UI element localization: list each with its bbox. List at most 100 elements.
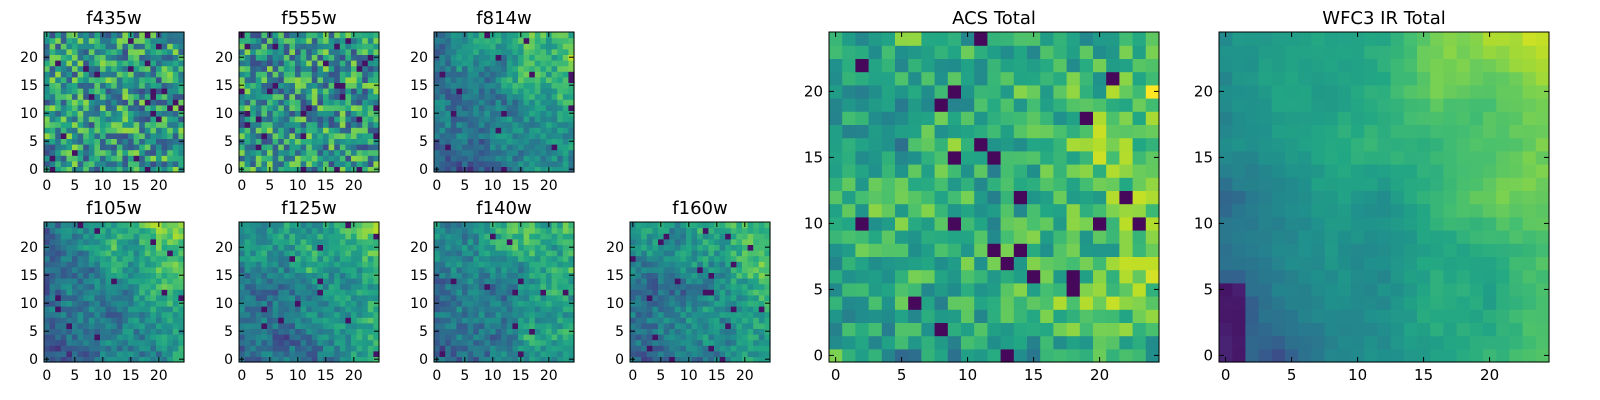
heatmap-cell — [122, 88, 129, 95]
heatmap-cell — [518, 350, 525, 357]
heatmap-cell — [484, 238, 491, 245]
heatmap-cell — [139, 82, 146, 89]
heatmap-cell — [133, 132, 140, 139]
heatmap-cell — [445, 317, 452, 324]
heatmap-cell — [250, 300, 257, 307]
heatmap-cell — [747, 222, 754, 229]
heatmap-cell — [255, 48, 262, 55]
heatmap-cell — [317, 272, 324, 279]
heatmap-cell — [362, 289, 369, 296]
heatmap-cell — [523, 238, 530, 245]
heatmap-cell — [351, 345, 358, 352]
heatmap-cell — [1053, 309, 1068, 323]
heatmap-cell — [172, 110, 179, 117]
heatmap-cell — [139, 166, 146, 173]
heatmap-cell — [562, 334, 569, 341]
heatmap-cell — [646, 289, 653, 296]
heatmap-cell — [652, 233, 659, 240]
heatmap-cell — [88, 149, 95, 156]
heatmap-cell — [1053, 190, 1068, 205]
heatmap-cell — [150, 149, 157, 156]
heatmap-cell — [512, 54, 519, 61]
heatmap-cell — [300, 317, 307, 324]
heatmap-cell — [367, 317, 374, 324]
heatmap-cell — [829, 335, 843, 350]
heatmap-cell — [686, 238, 693, 245]
heatmap-cell — [100, 76, 107, 83]
heatmap-cell — [551, 255, 558, 262]
heatmap-cell — [111, 116, 118, 123]
heatmap-cell — [529, 238, 536, 245]
heatmap-cell — [562, 43, 569, 50]
heatmap-cell — [506, 149, 513, 156]
heatmap-cell — [172, 289, 179, 296]
heatmap-cell — [339, 322, 346, 329]
heatmap-cell — [484, 99, 491, 106]
y-tick-label: 15 — [20, 78, 38, 94]
heatmap-cell — [546, 317, 553, 324]
heatmap-cell — [490, 155, 497, 162]
heatmap-cell — [546, 311, 553, 318]
heatmap-cell — [557, 144, 564, 151]
heatmap-cell — [523, 250, 530, 257]
heatmap-cell — [150, 283, 157, 290]
heatmap-cell — [456, 317, 463, 324]
heatmap-cell — [300, 300, 307, 307]
heatmap-cell — [55, 149, 62, 156]
heatmap-cell — [635, 283, 642, 290]
heatmap-cell — [478, 334, 485, 341]
heatmap-cell — [283, 48, 290, 55]
heatmap-cell — [255, 238, 262, 245]
heatmap-cell — [501, 294, 508, 301]
heatmap-cell — [278, 283, 285, 290]
heatmap-cell — [551, 149, 558, 156]
heatmap-cell — [261, 350, 268, 357]
heatmap-cell — [652, 272, 659, 279]
heatmap-cell — [272, 116, 279, 123]
heatmap-cell — [100, 71, 107, 78]
heatmap-cell — [356, 155, 363, 162]
heatmap-cell — [356, 149, 363, 156]
heatmap-cell — [473, 222, 480, 229]
heatmap-cell — [345, 127, 352, 134]
heatmap-cell — [1053, 296, 1068, 310]
heatmap-cell — [680, 339, 687, 346]
heatmap-cell — [1040, 256, 1054, 271]
heatmap-cell — [83, 166, 90, 173]
heatmap-cell — [55, 300, 62, 307]
heatmap-cell — [345, 266, 352, 273]
heatmap-cell — [49, 222, 56, 229]
heatmap-cell — [133, 88, 140, 95]
heatmap-cell — [714, 300, 721, 307]
heatmap-cell — [94, 244, 101, 251]
heatmap-cell — [156, 60, 163, 67]
heatmap-cell — [686, 350, 693, 357]
heatmap-cell — [255, 328, 262, 335]
heatmap-cell — [490, 244, 497, 251]
heatmap-cell — [356, 104, 363, 111]
heatmap-cell — [295, 317, 302, 324]
heatmap-cell — [947, 282, 962, 297]
heatmap-cell — [512, 82, 519, 89]
heatmap-cell — [267, 266, 274, 273]
heatmap-cell — [456, 43, 463, 50]
heatmap-cell — [83, 300, 90, 307]
heatmap-cell — [267, 82, 274, 89]
heatmap-cell — [88, 339, 95, 346]
heatmap-cell — [128, 266, 135, 273]
heatmap-cell — [546, 88, 553, 95]
heatmap-cell — [150, 322, 157, 329]
heatmap-cell — [557, 71, 564, 78]
heatmap-cell — [674, 306, 681, 313]
heatmap-cell — [317, 227, 324, 234]
heatmap-cell — [691, 317, 698, 324]
heatmap-cell — [445, 266, 452, 273]
heatmap-cell — [523, 43, 530, 50]
heatmap-cell — [60, 300, 67, 307]
heatmap-cell — [100, 328, 107, 335]
heatmap-cell — [139, 43, 146, 50]
heatmap-cell — [663, 266, 670, 273]
heatmap-cell — [697, 311, 704, 318]
heatmap-cell — [77, 261, 84, 268]
heatmap-cell — [702, 300, 709, 307]
